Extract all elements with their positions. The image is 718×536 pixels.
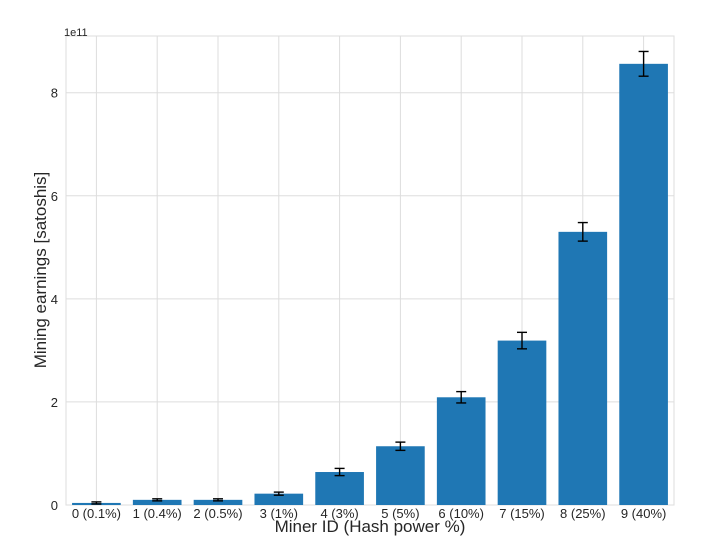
plot-frame [65, 35, 675, 506]
bar [315, 472, 364, 505]
x-tick-label: 2 (0.5%) [193, 506, 242, 521]
bar [497, 340, 547, 505]
bar [193, 499, 243, 505]
x-tick-labels: 0 (0.1%) 1 (0.4%) 2 (0.5%) 3 (1%) 4 (3%) 5 (5… [72, 506, 667, 521]
y-tick-labels: 0 2 4 6 8 [51, 86, 58, 513]
y-tick-label: 6 [51, 189, 58, 204]
y-offset-label: 1e11 [64, 27, 88, 39]
bar [254, 493, 304, 505]
x-tick-label: 5 (5%) [381, 506, 419, 521]
x-tick-label: 4 (3%) [320, 506, 358, 521]
x-tick-label: 1 (0.4%) [133, 506, 182, 521]
error-bars [91, 50, 649, 505]
bar [619, 63, 668, 505]
bar [558, 231, 608, 505]
x-axis-label: Miner ID (Hash power %) [275, 517, 466, 536]
x-tick-label: 9 (40%) [621, 506, 667, 521]
x-tick-label: 3 (1%) [260, 506, 298, 521]
y-axis-label: Mining earnings [satoshis] [31, 172, 50, 369]
y-tick-label: 0 [51, 498, 58, 513]
x-tick-label: 0 (0.1%) [72, 506, 121, 521]
bars [72, 63, 668, 505]
bar [436, 397, 486, 505]
x-tick-label: 8 (25%) [560, 506, 606, 521]
y-tick-label: 2 [51, 395, 58, 410]
y-tick-label: 8 [51, 86, 58, 101]
x-tick-label: 6 (10%) [438, 506, 484, 521]
bar [132, 499, 182, 505]
y-tick-label: 4 [51, 292, 58, 307]
bar [376, 446, 425, 505]
x-tick-label: 7 (15%) [499, 506, 545, 521]
